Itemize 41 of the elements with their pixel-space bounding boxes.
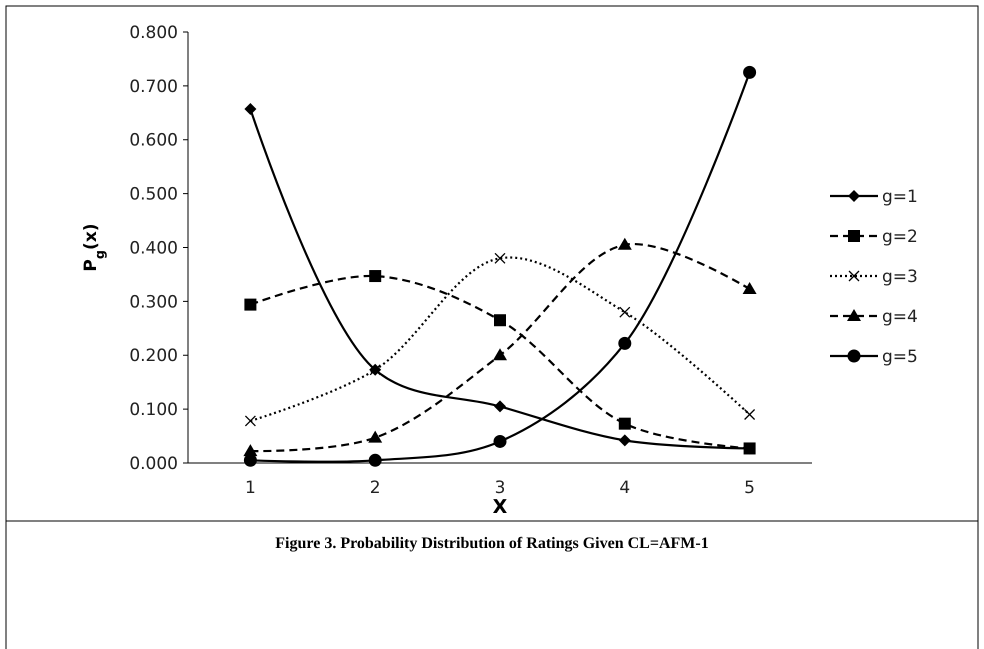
y-tick-label: 0.200	[129, 346, 178, 366]
y-tick-label: 0.300	[129, 292, 178, 312]
point	[244, 103, 256, 116]
point	[494, 252, 506, 264]
point	[618, 238, 632, 250]
legend-label: g=3	[882, 266, 918, 287]
legend-label: g=2	[882, 226, 918, 247]
legend-label: g=5	[882, 346, 918, 367]
point	[744, 408, 756, 420]
point	[618, 336, 632, 350]
legend-label: g=4	[882, 306, 918, 327]
point	[494, 400, 506, 412]
caption: Figure 3. Probability Distribution of Ratings Given CL=AFM-1	[275, 535, 709, 552]
point	[368, 454, 382, 467]
point	[618, 418, 631, 430]
point	[369, 270, 382, 282]
y-tick-label: 0.500	[129, 184, 178, 205]
x-tick-label: 4	[619, 478, 630, 498]
y-tick-label: 0.400	[129, 238, 178, 258]
point	[494, 314, 506, 326]
point	[742, 282, 757, 294]
y-tick-label: 0.700	[129, 76, 178, 97]
x-tick-label: 1	[244, 478, 256, 498]
y-tick-label: 0.600	[129, 130, 178, 151]
point	[619, 306, 630, 318]
x-tick-label: 2	[370, 478, 381, 498]
x-tick-label: 5	[744, 478, 756, 498]
point	[244, 298, 256, 311]
point	[618, 434, 631, 446]
point	[743, 66, 756, 79]
legend-label: g=1	[882, 186, 918, 207]
point	[494, 434, 506, 448]
y-tick-label: 0.000	[129, 454, 178, 474]
y-tick-label: 0.100	[129, 400, 178, 420]
point	[244, 415, 256, 427]
x-axis-title: X	[492, 496, 508, 518]
point	[368, 430, 382, 443]
point	[744, 442, 756, 454]
point	[493, 348, 507, 360]
x-tick-label: 3	[494, 478, 506, 498]
y-tick-label: 0.800	[129, 22, 178, 43]
